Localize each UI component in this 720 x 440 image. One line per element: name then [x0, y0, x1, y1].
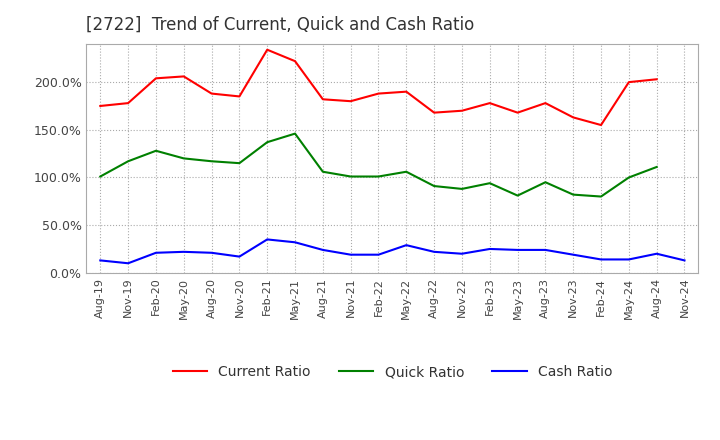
Quick Ratio: [597, 194, 606, 199]
Cash Ratio: [291, 240, 300, 245]
Cash Ratio: [374, 252, 383, 257]
Quick Ratio: [152, 148, 161, 154]
Legend: Current Ratio, Quick Ratio, Cash Ratio: Current Ratio, Quick Ratio, Cash Ratio: [167, 360, 618, 385]
Cash Ratio: [485, 246, 494, 252]
Quick Ratio: [624, 175, 633, 180]
Current Ratio: [513, 110, 522, 115]
Cash Ratio: [207, 250, 216, 255]
Cash Ratio: [458, 251, 467, 257]
Cash Ratio: [430, 249, 438, 254]
Quick Ratio: [263, 139, 271, 145]
Cash Ratio: [152, 250, 161, 255]
Current Ratio: [152, 76, 161, 81]
Current Ratio: [485, 100, 494, 106]
Cash Ratio: [541, 247, 550, 253]
Cash Ratio: [179, 249, 188, 254]
Quick Ratio: [402, 169, 410, 174]
Line: Cash Ratio: Cash Ratio: [100, 239, 685, 263]
Quick Ratio: [207, 159, 216, 164]
Cash Ratio: [569, 252, 577, 257]
Quick Ratio: [569, 192, 577, 197]
Current Ratio: [374, 91, 383, 96]
Cash Ratio: [597, 257, 606, 262]
Cash Ratio: [318, 247, 327, 253]
Current Ratio: [318, 97, 327, 102]
Cash Ratio: [124, 260, 132, 266]
Cash Ratio: [680, 258, 689, 263]
Current Ratio: [263, 47, 271, 52]
Current Ratio: [430, 110, 438, 115]
Quick Ratio: [124, 159, 132, 164]
Current Ratio: [96, 103, 104, 109]
Current Ratio: [458, 108, 467, 114]
Current Ratio: [235, 94, 243, 99]
Cash Ratio: [235, 254, 243, 259]
Cash Ratio: [652, 251, 661, 257]
Line: Current Ratio: Current Ratio: [100, 50, 657, 125]
Quick Ratio: [318, 169, 327, 174]
Current Ratio: [291, 59, 300, 64]
Cash Ratio: [402, 242, 410, 248]
Current Ratio: [346, 99, 355, 104]
Quick Ratio: [430, 183, 438, 189]
Quick Ratio: [541, 180, 550, 185]
Quick Ratio: [652, 164, 661, 169]
Current Ratio: [597, 122, 606, 128]
Current Ratio: [652, 77, 661, 82]
Cash Ratio: [513, 247, 522, 253]
Cash Ratio: [346, 252, 355, 257]
Quick Ratio: [179, 156, 188, 161]
Quick Ratio: [513, 193, 522, 198]
Current Ratio: [179, 74, 188, 79]
Quick Ratio: [96, 174, 104, 179]
Cash Ratio: [96, 258, 104, 263]
Quick Ratio: [374, 174, 383, 179]
Quick Ratio: [346, 174, 355, 179]
Quick Ratio: [291, 131, 300, 136]
Cash Ratio: [624, 257, 633, 262]
Quick Ratio: [235, 161, 243, 166]
Quick Ratio: [458, 186, 467, 191]
Quick Ratio: [485, 180, 494, 186]
Current Ratio: [541, 100, 550, 106]
Current Ratio: [624, 80, 633, 85]
Current Ratio: [207, 91, 216, 96]
Line: Quick Ratio: Quick Ratio: [100, 134, 657, 197]
Current Ratio: [402, 89, 410, 94]
Current Ratio: [569, 115, 577, 120]
Cash Ratio: [263, 237, 271, 242]
Current Ratio: [124, 100, 132, 106]
Text: [2722]  Trend of Current, Quick and Cash Ratio: [2722] Trend of Current, Quick and Cash …: [86, 16, 474, 34]
